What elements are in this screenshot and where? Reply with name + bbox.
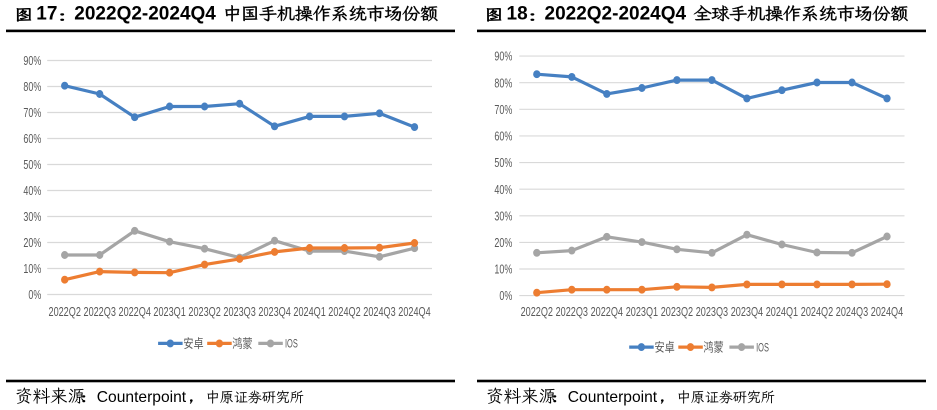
svg-text:2022Q2: 2022Q2 bbox=[49, 306, 81, 320]
svg-text:40%: 40% bbox=[23, 185, 41, 199]
svg-text:90%: 90% bbox=[23, 55, 41, 69]
svg-text:50%: 50% bbox=[494, 157, 512, 171]
svg-text:2022Q2-2024Q4: 2022Q2-2024Q4 bbox=[545, 3, 687, 24]
svg-text:2022Q3: 2022Q3 bbox=[84, 306, 116, 320]
svg-text:2023Q4: 2023Q4 bbox=[731, 306, 763, 320]
svg-text:60%: 60% bbox=[494, 130, 512, 144]
svg-text:IOS: IOS bbox=[285, 338, 298, 351]
svg-text:2024Q3: 2024Q3 bbox=[363, 306, 395, 320]
svg-text:2024Q2: 2024Q2 bbox=[801, 306, 833, 320]
svg-text:80%: 80% bbox=[23, 81, 41, 95]
svg-text:40%: 40% bbox=[494, 183, 512, 197]
svg-text:2024Q4: 2024Q4 bbox=[871, 306, 903, 320]
svg-text:60%: 60% bbox=[23, 133, 41, 147]
svg-text:Counterpoint: Counterpoint bbox=[97, 389, 187, 406]
svg-text:Counterpoint: Counterpoint bbox=[568, 389, 658, 406]
svg-text:IOS: IOS bbox=[756, 342, 769, 355]
svg-text:2024Q3: 2024Q3 bbox=[836, 306, 868, 320]
svg-text:2024Q2: 2024Q2 bbox=[328, 306, 360, 320]
svg-text:10%: 10% bbox=[494, 263, 512, 277]
svg-text:2023Q3: 2023Q3 bbox=[696, 306, 728, 320]
svg-text:17: 17 bbox=[36, 3, 57, 24]
svg-text:70%: 70% bbox=[494, 103, 512, 117]
svg-text:2023Q2: 2023Q2 bbox=[188, 306, 220, 320]
svg-text:2022Q2: 2022Q2 bbox=[521, 306, 553, 320]
svg-text:20%: 20% bbox=[494, 237, 512, 251]
svg-text:2023Q1: 2023Q1 bbox=[153, 306, 185, 320]
svg-text:2024Q1: 2024Q1 bbox=[293, 306, 325, 320]
svg-text:10%: 10% bbox=[23, 263, 41, 277]
svg-text:2024Q1: 2024Q1 bbox=[766, 306, 798, 320]
svg-text:2022Q3: 2022Q3 bbox=[556, 306, 588, 320]
svg-text:80%: 80% bbox=[494, 77, 512, 91]
svg-text:2024Q4: 2024Q4 bbox=[398, 306, 430, 320]
svg-text:20%: 20% bbox=[23, 237, 41, 251]
svg-text:18: 18 bbox=[507, 3, 528, 24]
svg-text:2023Q2: 2023Q2 bbox=[661, 306, 693, 320]
svg-text:30%: 30% bbox=[23, 211, 41, 225]
svg-text:2022Q2-2024Q4: 2022Q2-2024Q4 bbox=[74, 3, 216, 24]
svg-text:90%: 90% bbox=[494, 50, 512, 64]
svg-text:50%: 50% bbox=[23, 159, 41, 173]
svg-text:30%: 30% bbox=[494, 210, 512, 224]
svg-text:2023Q4: 2023Q4 bbox=[258, 306, 290, 320]
svg-text:2023Q1: 2023Q1 bbox=[626, 306, 658, 320]
svg-text:2022Q4: 2022Q4 bbox=[591, 306, 623, 320]
svg-text:2023Q3: 2023Q3 bbox=[223, 306, 255, 320]
svg-text:2022Q4: 2022Q4 bbox=[119, 306, 151, 320]
svg-text:0%: 0% bbox=[499, 290, 512, 304]
svg-text:0%: 0% bbox=[28, 289, 41, 303]
svg-text:70%: 70% bbox=[23, 107, 41, 121]
